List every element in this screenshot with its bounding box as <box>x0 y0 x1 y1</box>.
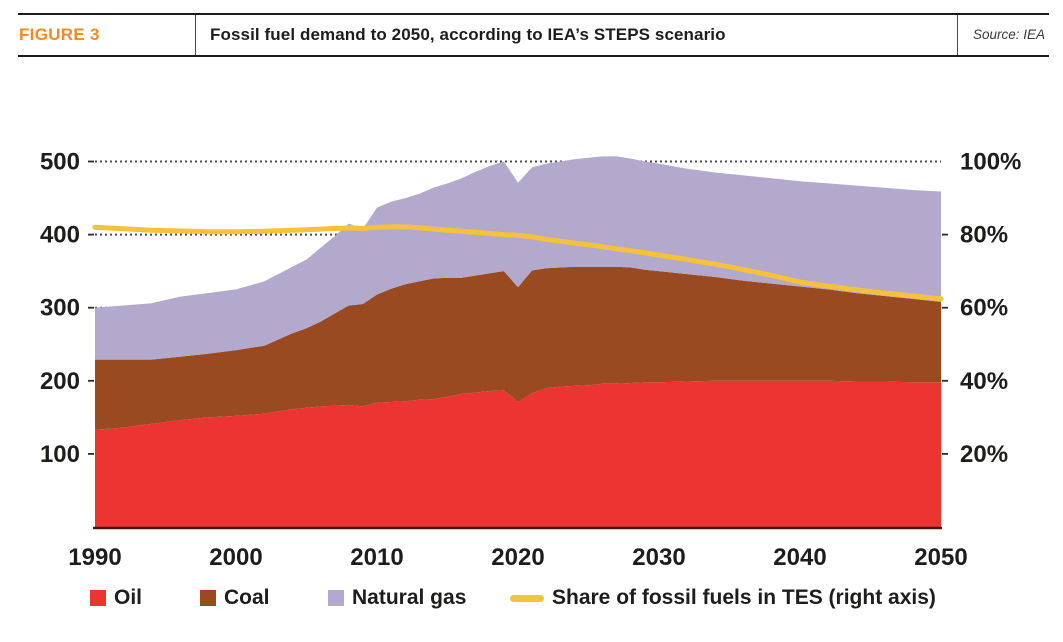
legend-item-natural: Natural gas <box>328 586 466 610</box>
header-divider-left <box>195 15 196 55</box>
y-axis-label-right: 20% <box>960 441 1008 468</box>
y-axis-label-right: 80% <box>960 222 1008 249</box>
figure-title: Fossil fuel demand to 2050, according to… <box>210 24 726 44</box>
x-axis-label: 2020 <box>491 544 544 571</box>
y-axis-label-right: 60% <box>960 295 1008 322</box>
oil-area <box>95 380 941 527</box>
y-axis-label-left: 300 <box>40 295 80 322</box>
natural-gas-area <box>95 156 941 360</box>
x-axis-label: 2030 <box>632 544 685 571</box>
x-axis-label: 2010 <box>350 544 403 571</box>
legend-line-swatch <box>510 594 544 602</box>
x-axis-label: 2050 <box>914 544 967 571</box>
legend-item-oil: Oil <box>90 586 142 610</box>
y-axis-label-left: 400 <box>40 222 80 249</box>
legend-label: Share of fossil fuels in TES (right axis… <box>552 586 936 609</box>
legend-color-swatch <box>328 590 344 606</box>
x-axis-label: 1990 <box>68 544 121 571</box>
x-axis-label: 2040 <box>773 544 826 571</box>
y-axis-label-left: 200 <box>40 368 80 395</box>
legend-item-coal: Coal <box>200 586 270 610</box>
legend-color-swatch <box>90 590 106 606</box>
y-axis-label-right: 100% <box>960 149 1021 176</box>
header-bottom-rule <box>18 55 1049 57</box>
x-axis-label: 2000 <box>209 544 262 571</box>
legend-item-share: Share of fossil fuels in TES (right axis… <box>510 586 936 610</box>
coal-area <box>95 266 941 430</box>
header-divider-right <box>957 15 958 55</box>
chart-legend: Oil Coal Natural gas Share of fossil fuels … <box>0 586 1063 610</box>
legend-label: Coal <box>224 586 270 609</box>
legend-label: Natural gas <box>352 586 467 609</box>
figure-source: Source: IEA <box>972 27 1045 42</box>
header-top-rule <box>18 13 1049 15</box>
legend-color-swatch <box>200 590 216 606</box>
y-axis-label-left: 100 <box>40 441 80 468</box>
share-line <box>92 224 944 302</box>
legend-label: Oil <box>114 586 143 609</box>
y-axis-label-left: 500 <box>40 149 80 176</box>
figure-number-label: FIGURE 3 <box>19 24 100 44</box>
y-axis-label-right: 40% <box>960 368 1008 395</box>
